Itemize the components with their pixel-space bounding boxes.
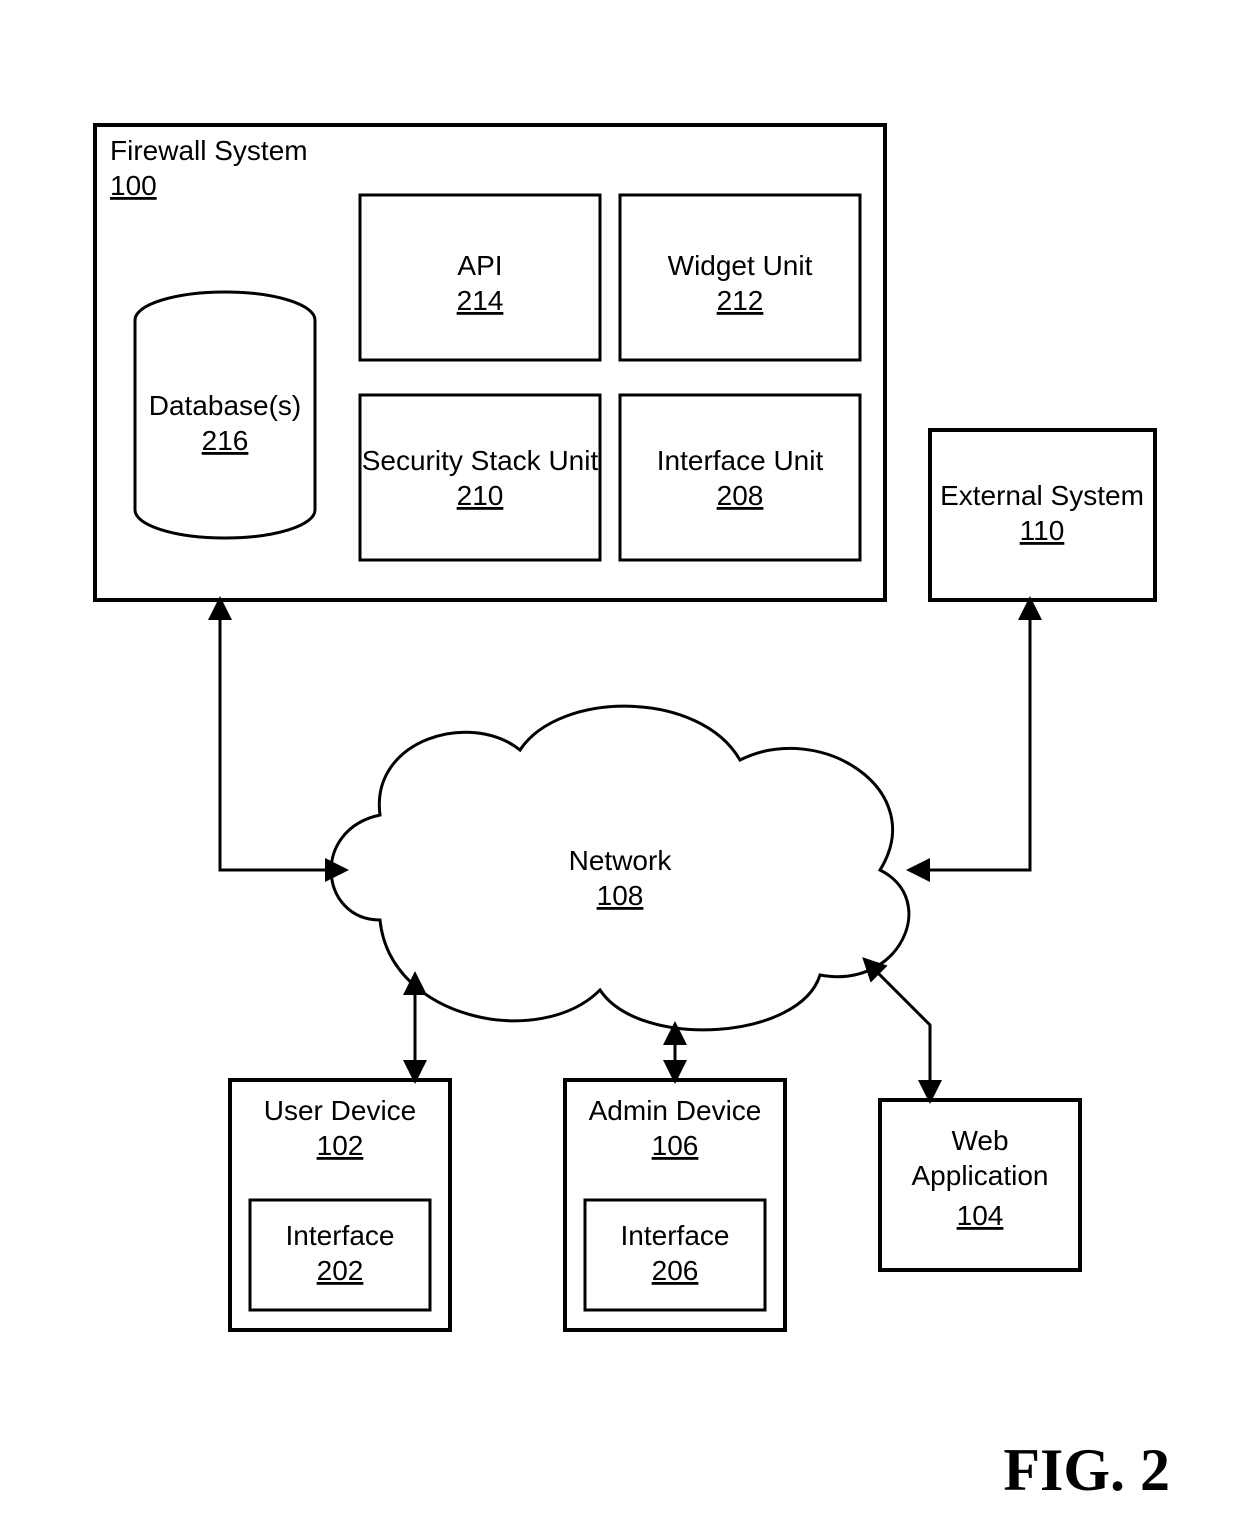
edge-firewall-network	[220, 600, 345, 870]
user-device-interface-ref: 202	[317, 1255, 364, 1286]
network-title: Network	[569, 845, 673, 876]
edge-external-network	[910, 600, 1030, 870]
security-stack-ref: 210	[457, 480, 504, 511]
interface-unit-box	[620, 395, 860, 560]
web-application-title-2: Application	[912, 1160, 1049, 1191]
admin-device-interface-ref: 206	[652, 1255, 699, 1286]
firewall-system-ref: 100	[110, 170, 157, 201]
external-system-title: External System	[940, 480, 1144, 511]
user-device-ref: 102	[317, 1130, 364, 1161]
database-title: Database(s)	[149, 390, 302, 421]
database-icon: Database(s) 216	[135, 292, 315, 538]
edge-network-webapp	[865, 960, 930, 1100]
web-application-ref: 104	[957, 1200, 1004, 1231]
api-title: API	[457, 250, 502, 281]
database-ref: 216	[202, 425, 249, 456]
security-stack-box	[360, 395, 600, 560]
external-system-ref: 110	[1020, 515, 1065, 546]
interface-unit-ref: 208	[717, 480, 764, 511]
widget-title: Widget Unit	[668, 250, 813, 281]
figure-label: FIG. 2	[1003, 1437, 1170, 1503]
user-device-title: User Device	[264, 1095, 416, 1126]
network-ref: 108	[597, 880, 644, 911]
interface-unit-title: Interface Unit	[657, 445, 824, 476]
api-ref: 214	[457, 285, 504, 316]
admin-device-title: Admin Device	[589, 1095, 762, 1126]
network-cloud-icon: Network 108	[331, 706, 909, 1030]
admin-device-ref: 106	[652, 1130, 699, 1161]
security-stack-title: Security Stack Unit	[362, 445, 599, 476]
admin-device-interface-title: Interface	[621, 1220, 730, 1251]
firewall-system-title: Firewall System	[110, 135, 308, 166]
widget-ref: 212	[717, 285, 764, 316]
web-application-title-1: Web	[951, 1125, 1008, 1156]
user-device-interface-title: Interface	[286, 1220, 395, 1251]
